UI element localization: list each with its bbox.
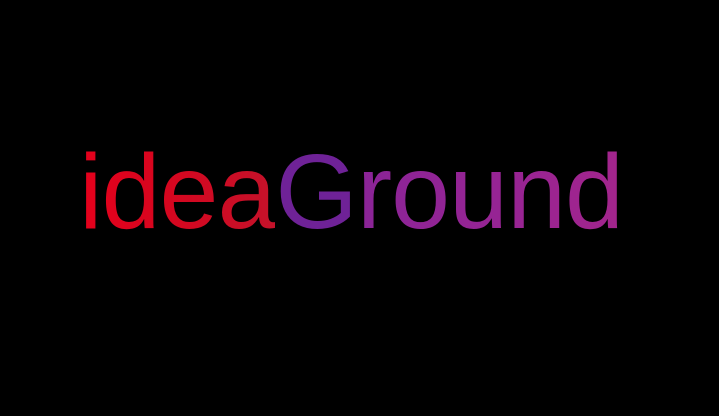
- wordmark-g: G: [275, 133, 357, 251]
- wordmark-idea: idea: [79, 133, 276, 251]
- wordmark-round: round: [356, 133, 624, 251]
